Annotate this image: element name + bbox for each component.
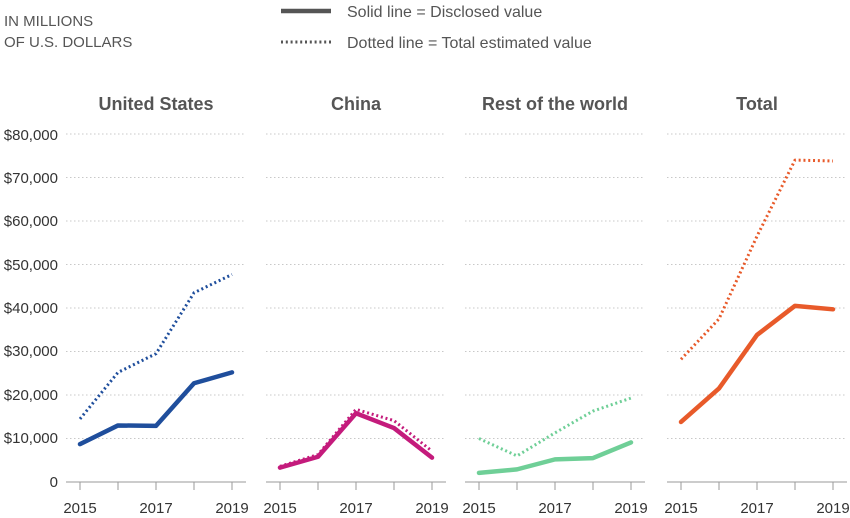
- panel-title: Rest of the world: [482, 94, 628, 114]
- y-tick-label: $10,000: [4, 430, 58, 447]
- x-tick-label: 2019: [614, 500, 647, 517]
- y-tick-label: $20,000: [4, 387, 58, 404]
- y-tick-label: $50,000: [4, 257, 58, 274]
- y-tick-label: $40,000: [4, 300, 58, 317]
- legend-dotted-label: Dotted line = Total estimated value: [347, 35, 592, 52]
- x-tick-label: 2019: [816, 500, 849, 517]
- series-total-estimated-line: [279, 407, 433, 468]
- x-tick-label: 2017: [139, 500, 172, 517]
- panel-united-states: United States 2015 2017 2019: [63, 94, 248, 517]
- panel-total: Total 2015 2017 2019: [664, 94, 849, 517]
- x-tick-label: 2015: [63, 500, 96, 517]
- panels: United States 2015 2017 2019 China 2015 2017 20…: [63, 94, 849, 517]
- legend-solid-label: Solid line = Disclosed value: [347, 4, 542, 21]
- y-tick-label: $80,000: [4, 127, 58, 144]
- y-tick-label: $60,000: [4, 213, 58, 230]
- panel-rest-of-the-world: Rest of the world 2015 2017 2019: [462, 94, 647, 517]
- series-total-estimated-line: [478, 396, 632, 458]
- x-tick-label: 2017: [538, 500, 571, 517]
- x-tick-label: 2017: [740, 500, 773, 517]
- legend: Solid line = Disclosed value Dotted line…: [281, 4, 592, 52]
- panel-title: China: [331, 94, 382, 114]
- y-tick-label: 0: [50, 474, 58, 491]
- x-tick-label: 2019: [415, 500, 448, 517]
- series-total-estimated-line: [78, 273, 233, 420]
- y-tick-label: $30,000: [4, 343, 58, 360]
- series-disclosed-line: [277, 411, 435, 470]
- x-tick-label: 2017: [339, 500, 372, 517]
- series-total-estimated-line: [679, 158, 834, 361]
- x-tick-label: 2015: [462, 500, 495, 517]
- x-tick-label: 2015: [263, 500, 296, 517]
- series-disclosed-line: [476, 440, 634, 476]
- x-tick-label: 2019: [215, 500, 248, 517]
- x-tick-label: 2015: [664, 500, 697, 517]
- series-disclosed-line: [77, 370, 235, 447]
- panel-china: China 2015 2017 2019: [263, 94, 448, 517]
- y-axis-labels: 0 $10,000 $20,000 $30,000 $40,000 $50,00…: [4, 127, 58, 491]
- series-disclosed-line: [678, 303, 836, 425]
- y-tick-label: $70,000: [4, 170, 58, 187]
- unit-note-line-1: IN MILLIONS: [4, 13, 93, 30]
- panel-title: United States: [98, 94, 213, 114]
- unit-note-line-2: OF U.S. DOLLARS: [4, 34, 132, 51]
- panel-title: Total: [736, 94, 778, 114]
